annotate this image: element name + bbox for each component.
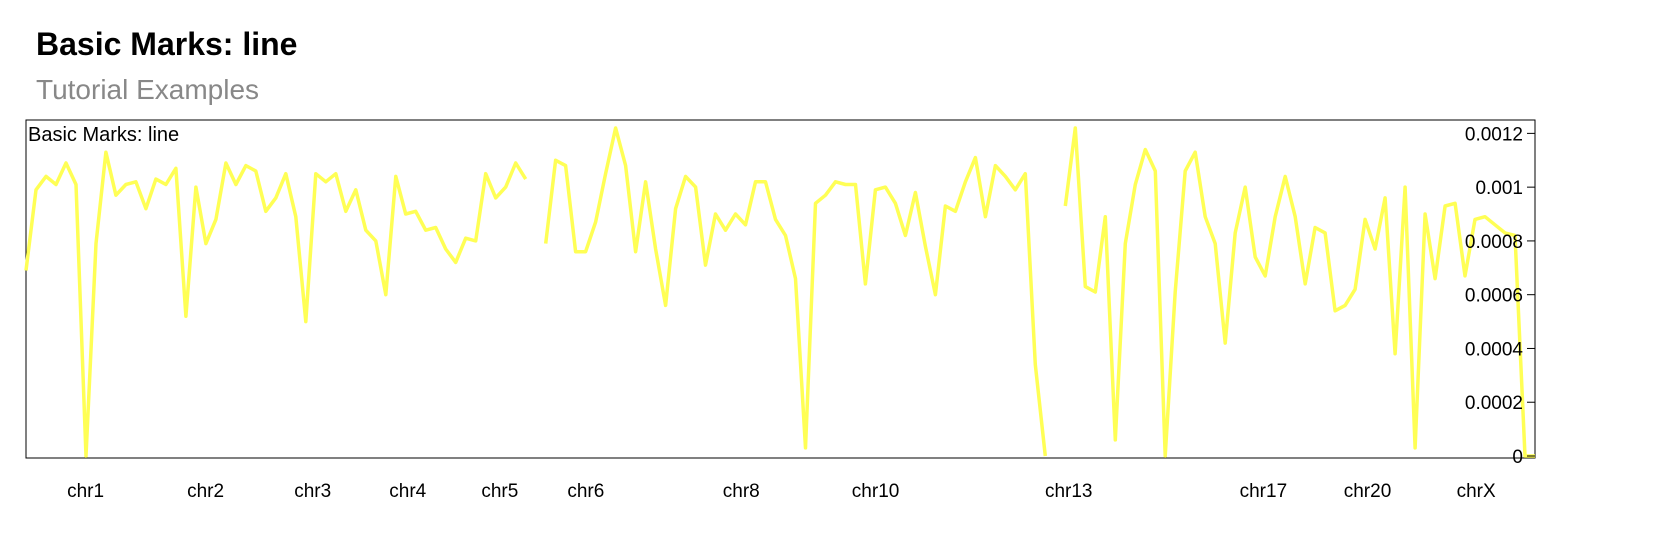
y-tick-label: 0.0006 bbox=[1465, 286, 1523, 307]
x-tick-label: chr13 bbox=[1045, 481, 1093, 502]
x-tick-label: chrX bbox=[1457, 481, 1496, 502]
y-tick-label: 0.0004 bbox=[1465, 339, 1524, 360]
page-title: Basic Marks: line bbox=[36, 26, 298, 62]
x-tick-label: chr10 bbox=[852, 481, 900, 502]
x-tick-label: chr4 bbox=[389, 481, 426, 502]
series-line-segment bbox=[543, 126, 1048, 457]
x-tick-label: chr3 bbox=[294, 481, 331, 502]
x-tick-label: chr6 bbox=[567, 481, 604, 502]
x-tick-label: chr5 bbox=[481, 481, 518, 502]
page-subtitle: Tutorial Examples bbox=[36, 74, 260, 105]
series-layer bbox=[24, 126, 1535, 458]
x-tick-label: chr1 bbox=[67, 481, 104, 502]
x-tick-label: chr8 bbox=[723, 481, 760, 502]
x-tick-label: chr20 bbox=[1344, 481, 1392, 502]
x-tick-label: chr2 bbox=[187, 481, 224, 502]
series-line-segment bbox=[1063, 126, 1535, 458]
y-tick-label: 0.0008 bbox=[1465, 232, 1523, 253]
x-axis: chr1 chr2 chr3 chr4 chr5 chr6 chr8 chr10 chr13 ch… bbox=[67, 481, 1496, 502]
series-line-segment bbox=[24, 150, 528, 458]
y-tick-label: 0.001 bbox=[1475, 178, 1523, 199]
y-tick-label: 0 bbox=[1512, 447, 1523, 468]
x-tick-label: chr17 bbox=[1240, 481, 1288, 502]
y-tick-label: 0.0012 bbox=[1465, 124, 1523, 145]
y-axis: 0 0.0002 0.0004 0.0006 0.0008 0.001 0.0012 bbox=[1465, 124, 1535, 468]
y-tick-label: 0.0002 bbox=[1465, 393, 1523, 414]
plot-title: Basic Marks: line bbox=[28, 124, 179, 146]
